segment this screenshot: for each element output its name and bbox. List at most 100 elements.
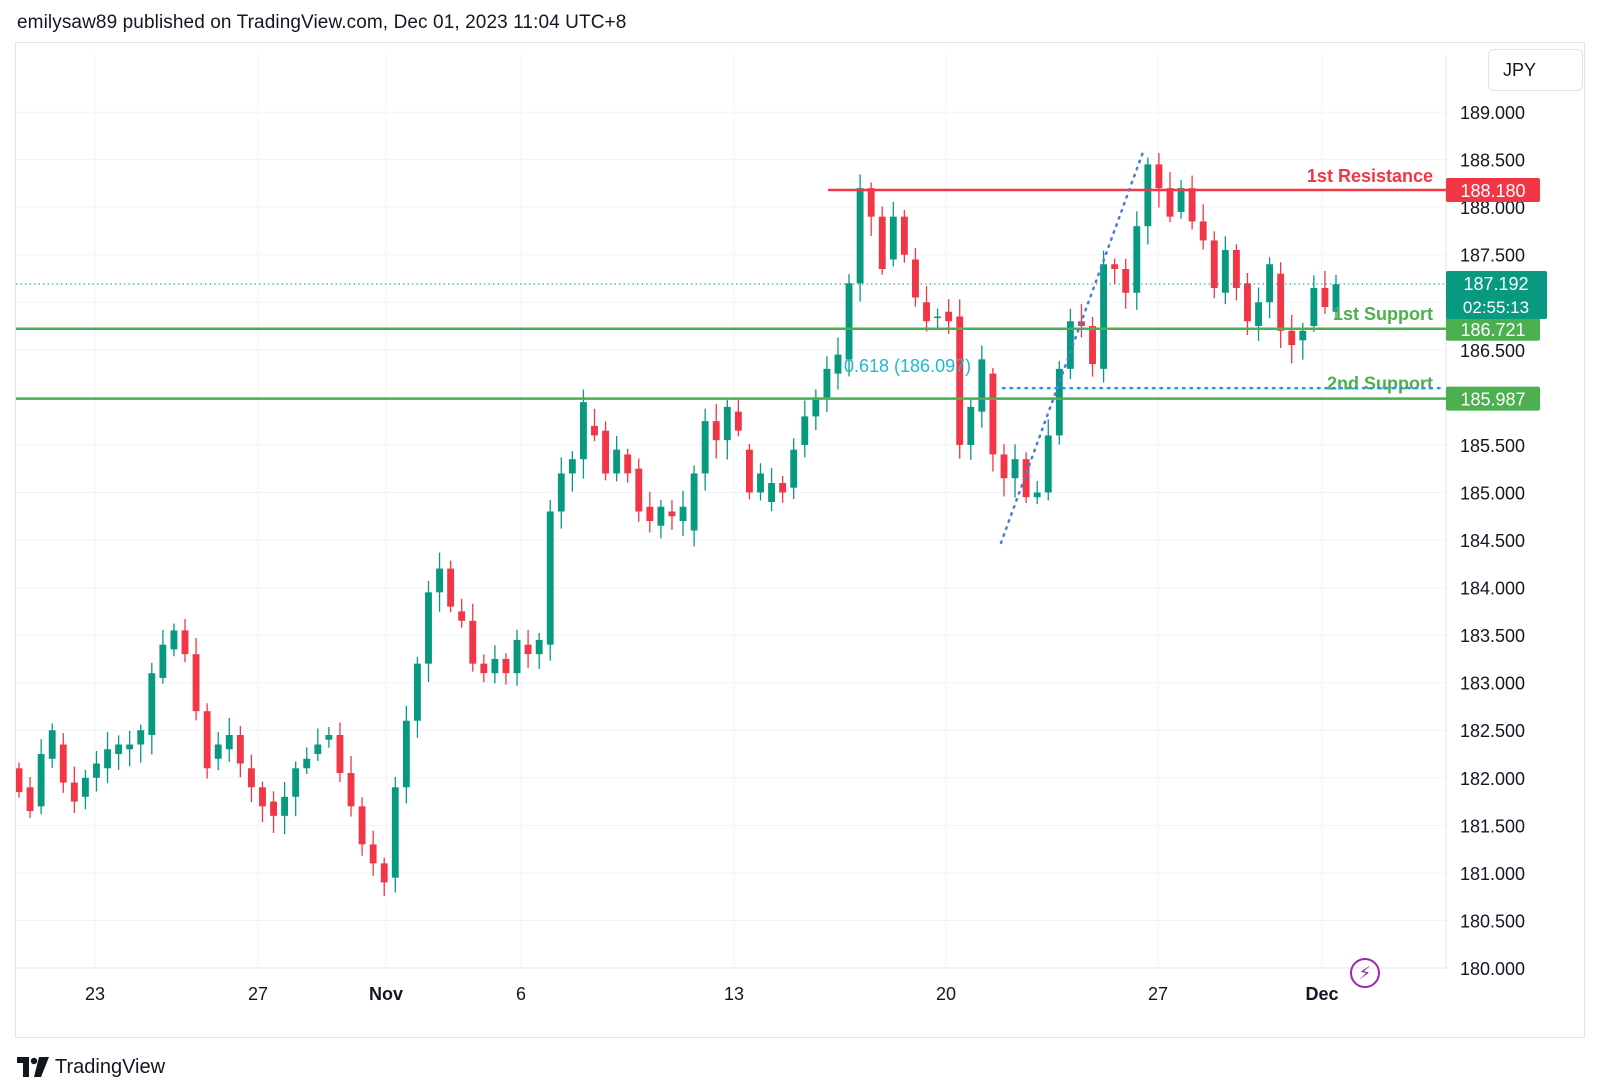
candle-up[interactable] xyxy=(845,283,853,360)
candle-up[interactable] xyxy=(978,359,986,412)
candle-up[interactable] xyxy=(967,406,975,445)
candle-down[interactable] xyxy=(1000,454,1008,479)
candle-down[interactable] xyxy=(59,744,67,783)
candle-down[interactable] xyxy=(746,449,753,493)
candle-down[interactable] xyxy=(1277,273,1285,331)
candle-up[interactable] xyxy=(214,744,222,759)
candle-up[interactable] xyxy=(170,630,178,650)
candle-down[interactable] xyxy=(602,430,609,474)
candle-down[interactable] xyxy=(70,782,78,802)
candle-down[interactable] xyxy=(635,468,643,512)
candle-down[interactable] xyxy=(26,787,34,812)
candle-down[interactable] xyxy=(900,216,908,255)
candle-down[interactable] xyxy=(1244,283,1251,322)
candle-down[interactable] xyxy=(1199,221,1207,241)
candle-up[interactable] xyxy=(613,449,621,474)
candle-down[interactable] xyxy=(646,506,654,522)
candle-up[interactable] xyxy=(546,511,554,645)
candle-down[interactable] xyxy=(1210,240,1218,289)
candle-up[interactable] xyxy=(856,188,864,284)
candle-up[interactable] xyxy=(104,749,111,769)
candle-up[interactable] xyxy=(723,406,731,441)
candle-up[interactable] xyxy=(1266,264,1274,303)
candle-down[interactable] xyxy=(358,806,366,845)
candle-up[interactable] xyxy=(1255,302,1262,327)
candle-up[interactable] xyxy=(126,744,134,750)
candle-down[interactable] xyxy=(480,663,488,674)
candle-up[interactable] xyxy=(37,754,45,807)
candle-down[interactable] xyxy=(734,411,742,431)
lightning-icon[interactable]: ⚡ xyxy=(1350,958,1380,988)
candle-down[interactable] xyxy=(1111,264,1119,269)
candle-up[interactable] xyxy=(1066,321,1074,369)
candle-up[interactable] xyxy=(801,416,809,445)
candle-down[interactable] xyxy=(203,711,211,769)
candle-down[interactable] xyxy=(270,801,277,816)
candle-down[interactable] xyxy=(668,511,676,517)
candle-down[interactable] xyxy=(878,216,886,269)
fib-trend-line[interactable] xyxy=(999,150,1145,545)
candle-down[interactable] xyxy=(1188,188,1196,222)
candle-up[interactable] xyxy=(281,796,289,816)
candle-down[interactable] xyxy=(1288,330,1296,346)
candle-down[interactable] xyxy=(524,644,532,655)
candle-down[interactable] xyxy=(469,620,477,664)
candle-up[interactable] xyxy=(491,658,499,674)
candle-down[interactable] xyxy=(447,568,455,607)
candle-up[interactable] xyxy=(701,421,709,474)
candle-up[interactable] xyxy=(1221,249,1229,293)
candle-up[interactable] xyxy=(314,744,322,755)
candle-down[interactable] xyxy=(259,787,266,807)
candle-up[interactable] xyxy=(790,449,798,488)
candle-down[interactable] xyxy=(956,316,964,445)
candle-up[interactable] xyxy=(1100,264,1108,369)
candle-down[interactable] xyxy=(867,188,875,217)
candle-up[interactable] xyxy=(48,730,56,759)
candle-down[interactable] xyxy=(1122,268,1130,293)
candle-down[interactable] xyxy=(236,734,244,764)
candle-down[interactable] xyxy=(624,454,632,474)
candle-up[interactable] xyxy=(690,473,698,531)
candle-up[interactable] xyxy=(568,459,576,474)
candle-up[interactable] xyxy=(1144,164,1152,227)
candle-down[interactable] xyxy=(712,421,720,441)
candle-up[interactable] xyxy=(148,673,156,735)
candle-up[interactable] xyxy=(823,368,831,398)
candle-up[interactable] xyxy=(535,639,543,655)
candle-up[interactable] xyxy=(1177,188,1185,212)
candle-down[interactable] xyxy=(1155,164,1163,189)
footer-brand[interactable]: TradingView xyxy=(17,1053,165,1081)
candle-down[interactable] xyxy=(336,734,344,774)
candle-up[interactable] xyxy=(557,473,565,512)
candle-up[interactable] xyxy=(325,734,333,740)
candle-down[interactable] xyxy=(945,311,953,322)
candle-down[interactable] xyxy=(779,482,787,493)
candle-down[interactable] xyxy=(16,768,23,793)
candle-up[interactable] xyxy=(579,402,587,460)
candle-up[interactable] xyxy=(889,216,897,260)
candle-down[interactable] xyxy=(1089,326,1096,365)
candle-down[interactable] xyxy=(502,658,510,674)
candle-up[interactable] xyxy=(303,758,311,769)
candle-up[interactable] xyxy=(1044,435,1052,493)
candle-up[interactable] xyxy=(679,506,687,522)
candle-down[interactable] xyxy=(1166,188,1174,217)
candle-up[interactable] xyxy=(391,787,399,878)
candle-up[interactable] xyxy=(292,768,300,797)
candle-up[interactable] xyxy=(159,644,167,678)
candle-up[interactable] xyxy=(934,316,942,319)
candle-up[interactable] xyxy=(81,777,89,797)
candle-up[interactable] xyxy=(1033,492,1041,498)
candle-down[interactable] xyxy=(247,768,255,788)
candle-up[interactable] xyxy=(1133,226,1141,293)
candle-up[interactable] xyxy=(436,568,443,593)
candle-up[interactable] xyxy=(413,663,421,721)
candle-up[interactable] xyxy=(137,730,145,745)
candle-down[interactable] xyxy=(989,373,997,455)
candle-down[interactable] xyxy=(912,259,919,298)
candle-up[interactable] xyxy=(115,744,123,755)
candle-up[interactable] xyxy=(812,397,820,417)
candle-down[interactable] xyxy=(1232,249,1240,289)
candle-up[interactable] xyxy=(513,639,521,674)
